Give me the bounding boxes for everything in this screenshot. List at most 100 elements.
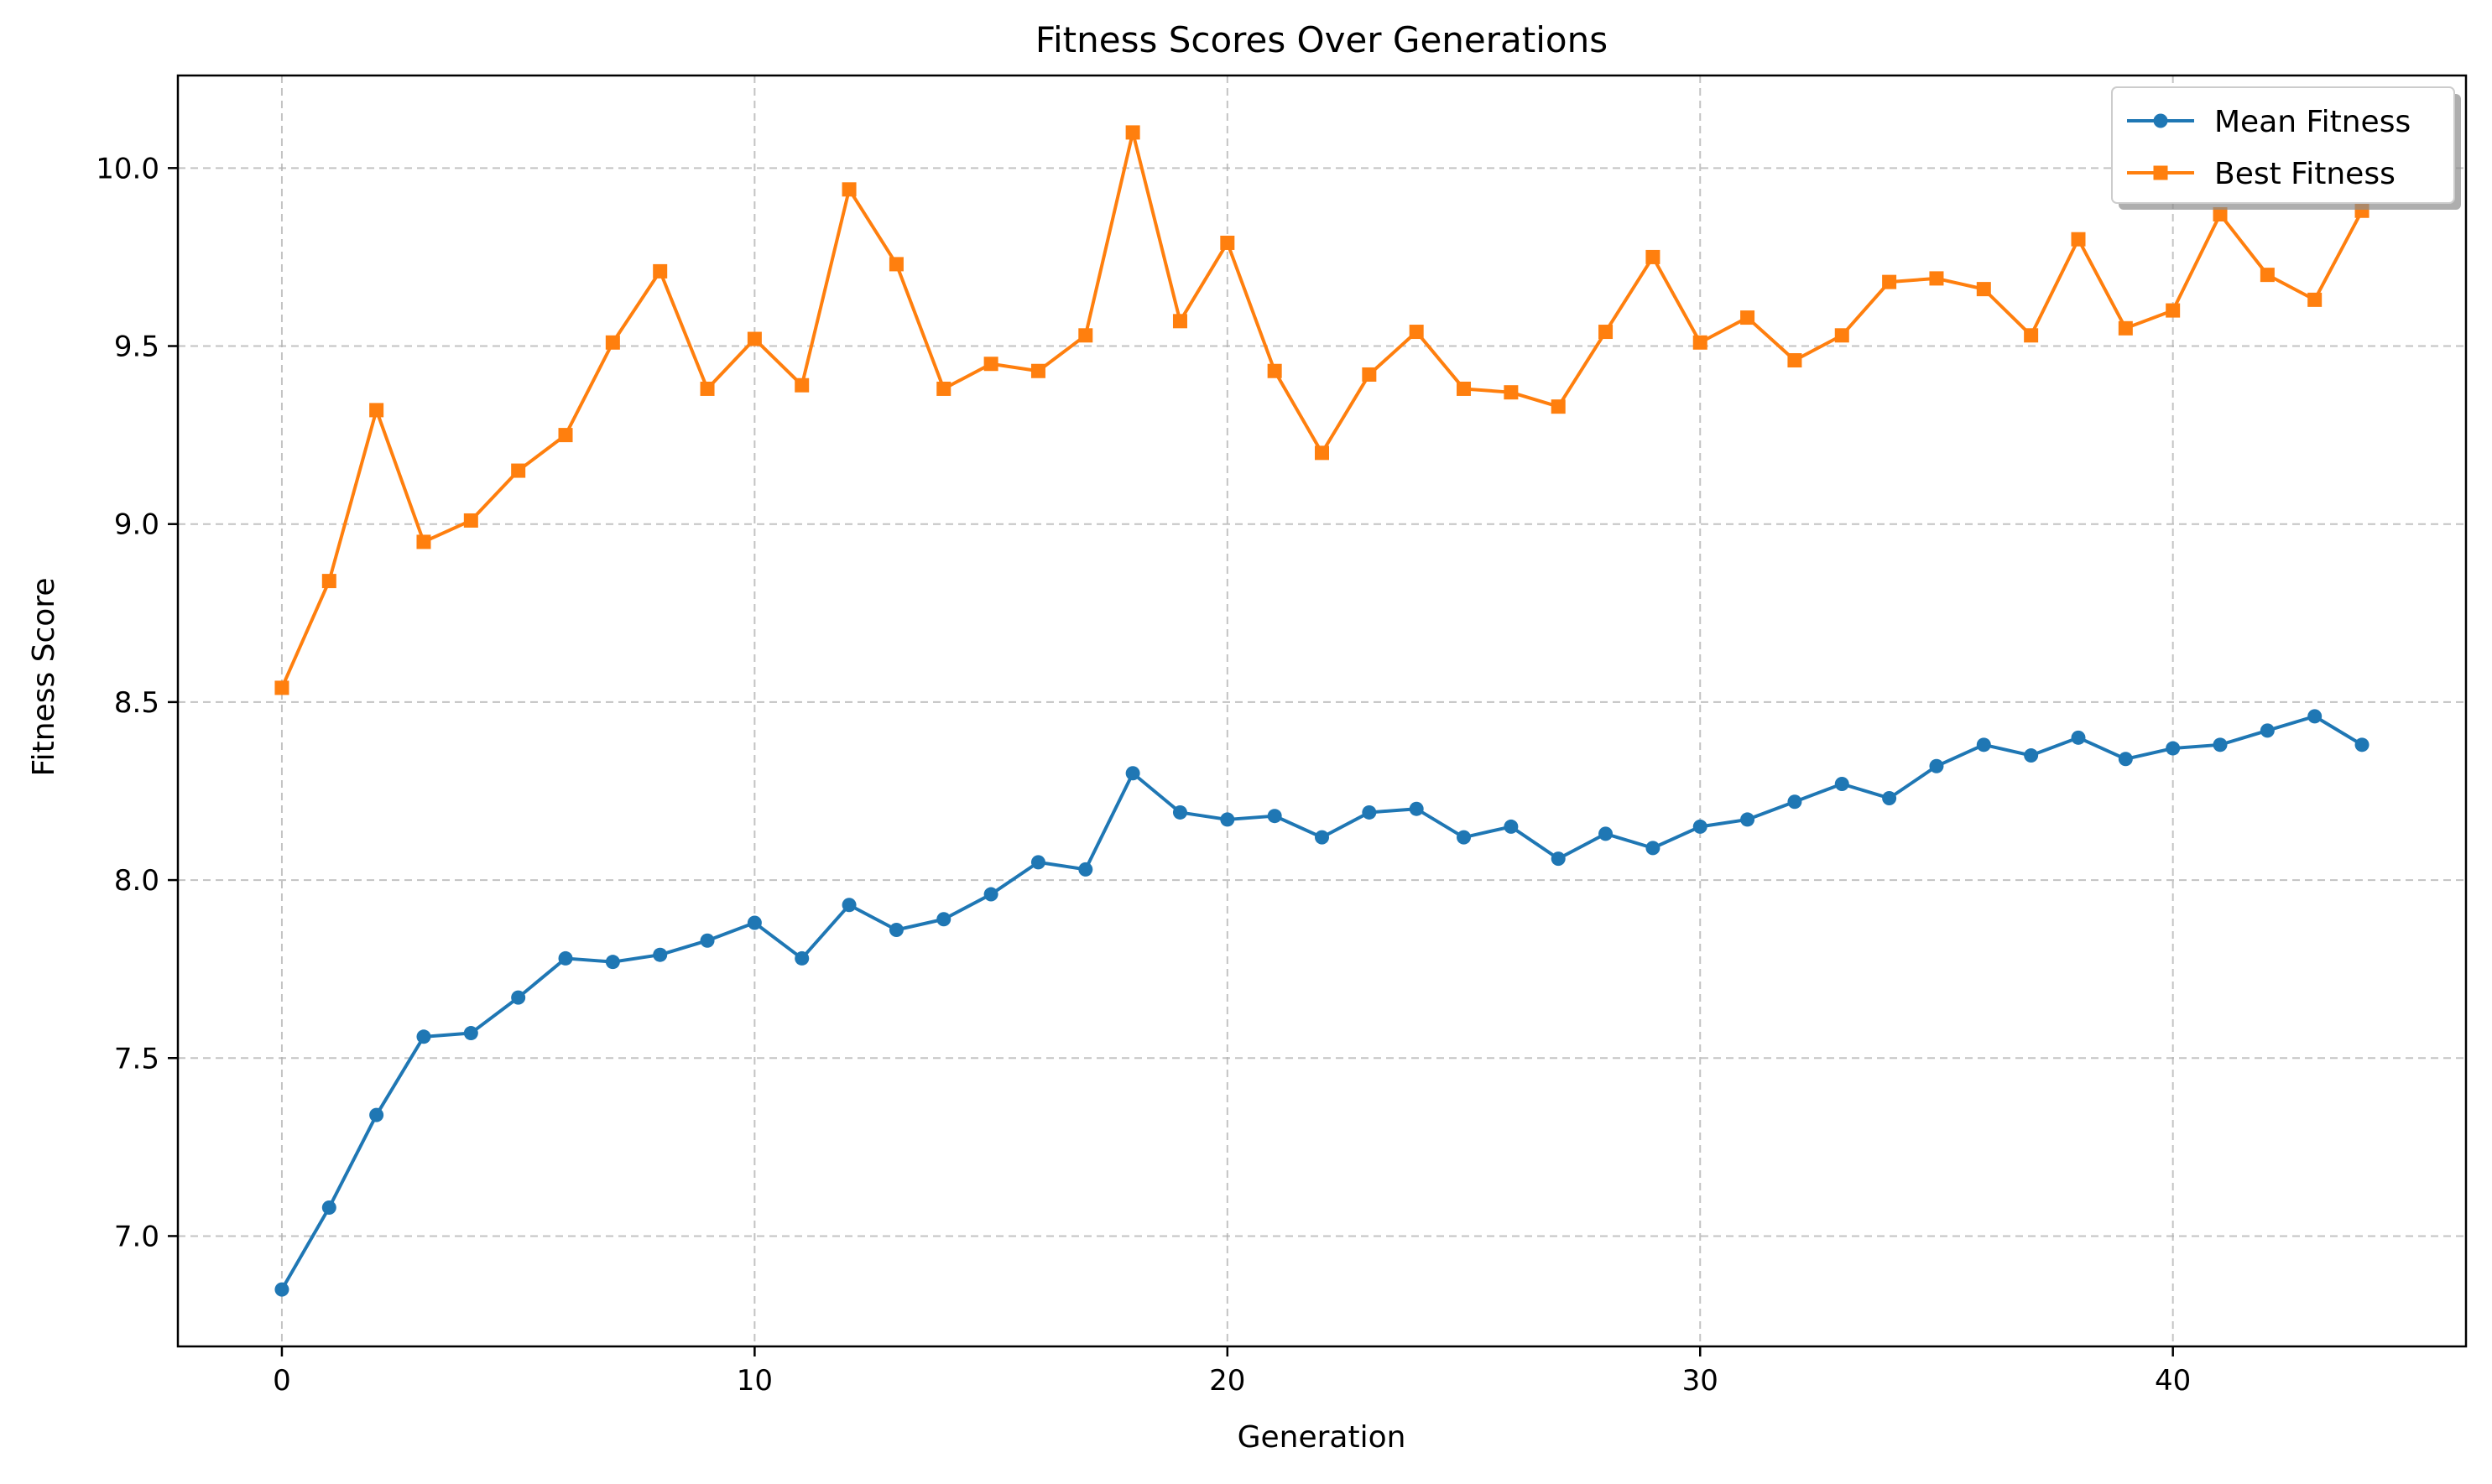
mean-fitness-point [1315,830,1329,845]
legend-label: Best Fitness [2214,157,2396,191]
best-fitness-point [747,331,762,346]
best-fitness-point [1787,352,1802,367]
mean-fitness-point [1929,758,1944,773]
x-tick-label: 0 [273,1364,291,1398]
y-tick-label: 8.0 [114,864,159,898]
axis-ticks: 0 10 20 30 40 7.0 7.5 8.0 8.5 9.0 9.5 10.0 [96,152,2191,1398]
mean-fitness-point [2307,709,2323,724]
best-fitness-point [1834,328,1849,343]
mean-fitness-point [321,1200,336,1215]
best-fitness-point [653,263,668,279]
mean-fitness-point [700,933,715,948]
best-fitness-point [1220,235,1235,250]
chart-title: Fitness Scores Over Generations [1035,19,1608,60]
best-fitness-point [1078,328,1093,343]
mean-fitness-point [2213,737,2228,752]
best-fitness-point [795,378,810,393]
best-fitness-point [842,182,857,197]
mean-fitness-point [2071,730,2086,745]
best-fitness-point [2260,268,2275,283]
mean-fitness-point [747,915,762,930]
mean-fitness-point [1457,830,1472,845]
mean-fitness-point [889,922,904,937]
best-fitness-point [2213,207,2228,222]
mean-fitness-point [463,1026,478,1041]
legend-swatch-marker [2153,113,2168,128]
best-fitness-point [416,534,431,549]
best-fitness-point [1125,125,1140,140]
mean-fitness-point [605,955,620,970]
best-fitness-point [1692,335,1707,350]
best-fitness-point [1976,282,1991,297]
best-fitness-point [983,357,998,372]
mean-fitness-point [983,887,998,902]
best-fitness-point [511,463,526,478]
legend-box [2111,86,2455,204]
mean-fitness-point [1030,855,1045,870]
mean-fitness-point [1692,819,1707,834]
best-fitness-point [1740,310,1755,325]
legend: Mean Fitness Best Fitness [2111,86,2461,210]
mean-fitness-point [2260,723,2275,738]
mean-fitness-point [1976,737,1991,752]
best-fitness-point [1929,271,1944,286]
best-fitness-point [1598,325,1614,340]
mean-fitness-point [1125,766,1140,781]
mean-fitness-point [1504,819,1519,834]
x-axis-label: Generation [1238,1420,1406,1455]
mean-fitness-point [2166,741,2181,756]
best-fitness-point [889,257,904,272]
x-tick-label: 20 [1209,1364,1245,1398]
best-fitness-point [605,335,620,350]
best-fitness-point [1172,314,1187,329]
mean-fitness-point [274,1282,289,1297]
legend-entry-mean-fitness: Mean Fitness [2127,105,2411,139]
best-fitness-point [274,680,289,695]
best-fitness-point [2307,292,2323,307]
best-fitness-point [558,428,573,443]
y-axis-label: Fitness Score [27,578,61,777]
mean-fitness-point [1551,851,1566,867]
plot-area-frame [176,74,2468,1348]
legend-entry-best-fitness: Best Fitness [2127,157,2396,191]
mean-fitness-point [369,1107,384,1122]
legend-label: Mean Fitness [2214,105,2411,139]
mean-fitness-point [1598,826,1614,841]
mean-fitness-point [1220,812,1235,827]
best-fitness-point [1882,274,1897,289]
mean-fitness-series [274,709,2369,1297]
mean-fitness-point [1834,776,1849,791]
data-series [274,125,2369,1297]
mean-fitness-point [416,1029,431,1044]
mean-fitness-point [1409,801,1424,816]
mean-fitness-point [1740,812,1755,827]
mean-fitness-point [842,898,857,913]
y-tick-label: 7.0 [114,1220,159,1253]
y-tick-label: 9.5 [114,331,159,364]
legend-swatch-marker [2153,165,2168,180]
mean-fitness-point [1645,841,1660,856]
best-fitness-point [1315,445,1329,461]
mean-fitness-point [511,990,526,1005]
best-fitness-point [1030,363,1045,378]
best-fitness-point [1267,363,1282,378]
y-tick-label: 8.5 [114,686,159,720]
grid-lines [178,76,2466,1346]
mean-fitness-point [1787,794,1802,810]
best-fitness-point [321,574,336,589]
mean-fitness-point [2354,737,2369,752]
best-fitness-point [2166,303,2181,318]
mean-fitness-point [2024,748,2039,763]
best-fitness-point [1504,385,1519,400]
mean-fitness-point [1267,809,1282,824]
mean-fitness-point [558,950,573,966]
best-fitness-point [1457,381,1472,396]
mean-fitness-point [1882,790,1897,805]
y-tick-label: 7.5 [114,1042,159,1075]
best-fitness-point [463,513,478,528]
best-fitness-series [274,125,2369,695]
best-fitness-point [700,381,715,396]
